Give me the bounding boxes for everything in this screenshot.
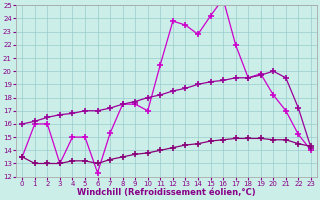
X-axis label: Windchill (Refroidissement éolien,°C): Windchill (Refroidissement éolien,°C) (77, 188, 256, 197)
